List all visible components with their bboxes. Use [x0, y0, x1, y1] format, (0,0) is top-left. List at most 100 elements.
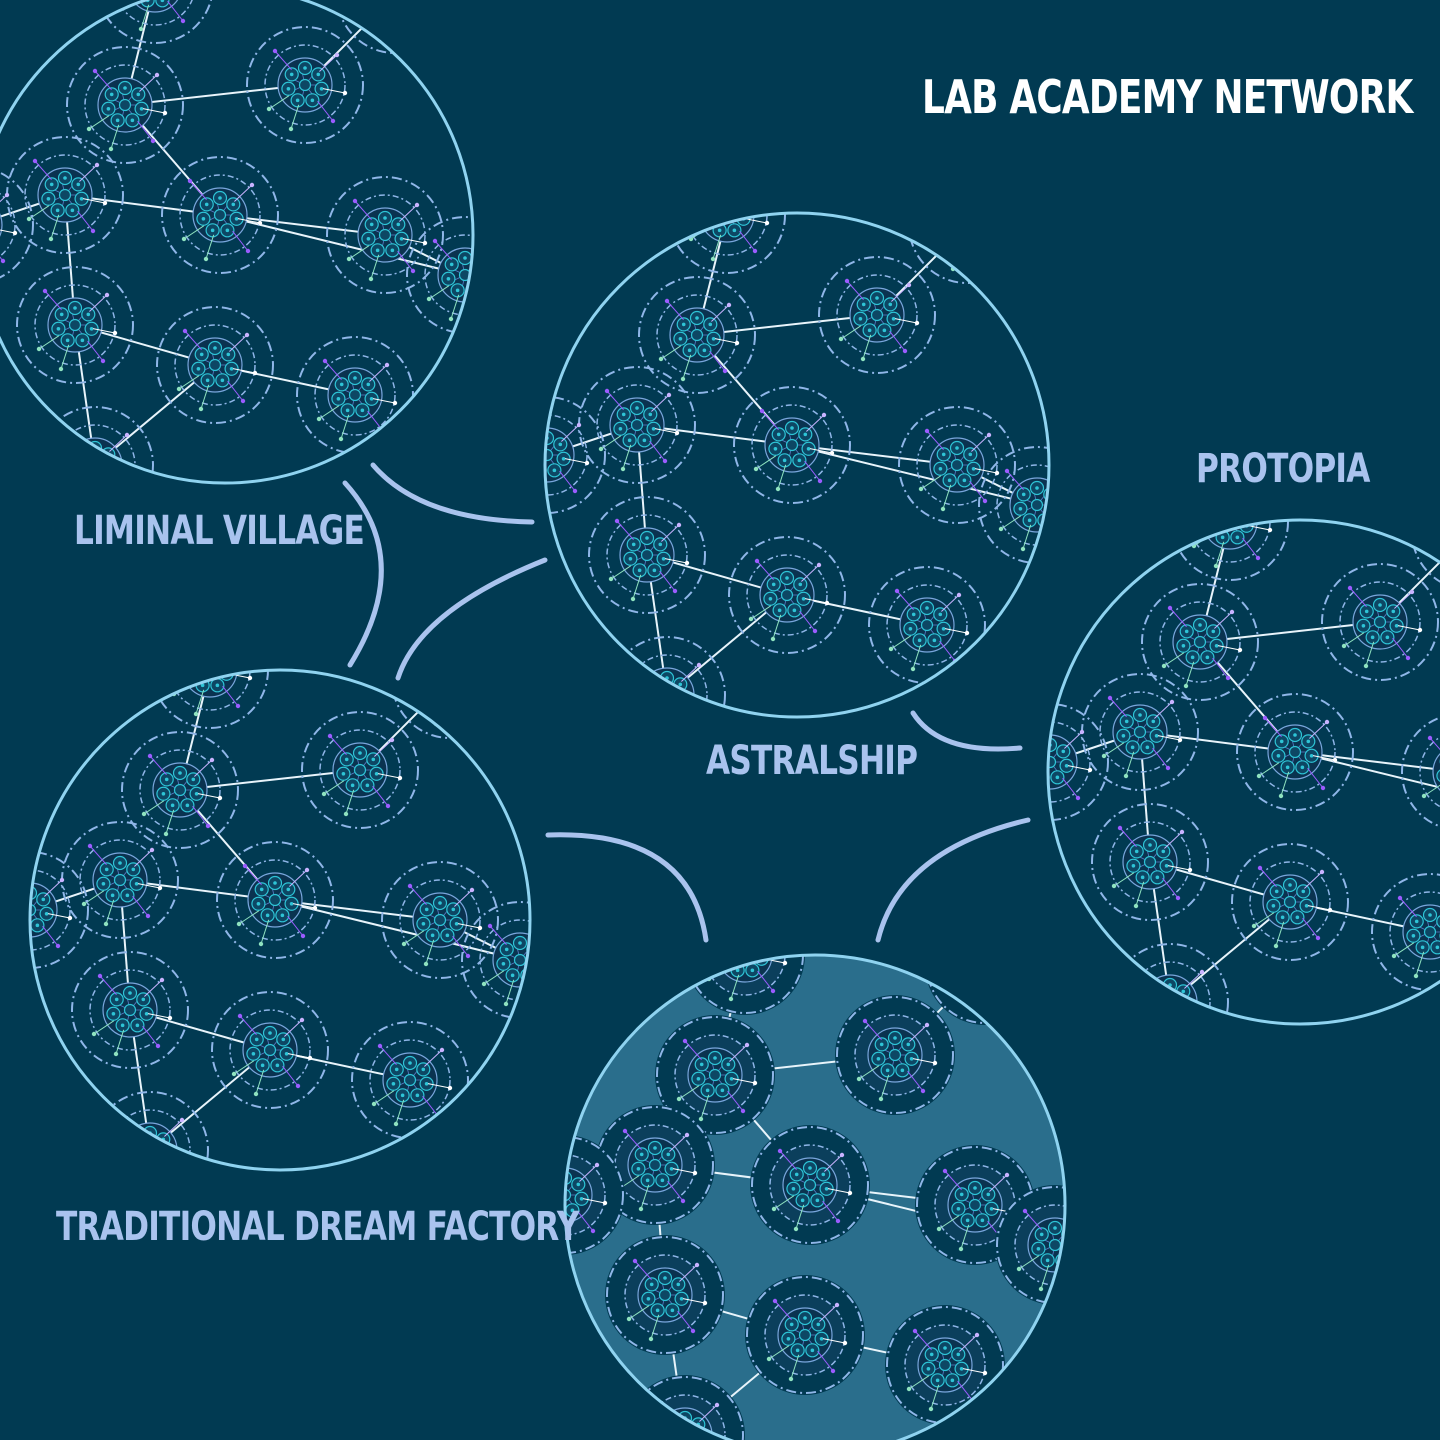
- node-spark-dot: [187, 178, 193, 184]
- node-spark-dot: [630, 596, 636, 602]
- node-center-cell: [660, 688, 674, 702]
- node-spoke: [651, 694, 668, 703]
- node-spark-dot: [397, 775, 403, 781]
- node-spark-line: [224, 640, 242, 657]
- network-node: [156, 306, 274, 424]
- node-cell: [959, 213, 975, 216]
- node-cell-dot: [89, 326, 94, 331]
- node-cell: [10, 893, 23, 906]
- node-spark-line: [684, 1040, 702, 1061]
- node-spoke: [729, 955, 746, 956]
- node-spark-dot: [162, 110, 168, 116]
- node-cell-dot: [1121, 733, 1126, 738]
- node-cell-dot: [1214, 643, 1219, 648]
- node-spark-dot: [662, 458, 668, 464]
- node-spark-line: [955, 931, 972, 950]
- node-spark-dot: [920, 1088, 926, 1094]
- node-spark-dot: [12, 230, 18, 236]
- node-spark-line: [1109, 697, 1127, 718]
- node-cell-dot: [576, 1182, 581, 1187]
- node-spark-dot: [1015, 933, 1019, 937]
- node-spark-line: [654, 428, 678, 434]
- node-spark-dot: [1063, 539, 1067, 543]
- node-spark-dot: [42, 288, 48, 294]
- node-cell-dot: [1378, 603, 1382, 607]
- node-spark-line: [577, 1210, 594, 1232]
- node-spark-dot: [924, 428, 930, 434]
- node-cell-dot: [661, 556, 666, 561]
- node-cell-dot: [170, 803, 175, 808]
- node-spark-line: [407, 10, 424, 32]
- node-spark-dot: [734, 340, 740, 346]
- node-cell-dot: [666, 1152, 671, 1157]
- node-mid-ring: [751, 404, 833, 486]
- node-outer-ring: [326, 176, 444, 294]
- node-spark-dot: [622, 1128, 628, 1134]
- node-cell-dot: [104, 867, 109, 872]
- node-cell-dot: [164, 1151, 169, 1156]
- node-cell-dot: [653, 1146, 657, 1150]
- node-cell-dot: [510, 973, 515, 978]
- node-spark-dot: [86, 126, 92, 132]
- node-spark-dot: [714, 1402, 720, 1408]
- node-spark-line: [478, 291, 493, 311]
- node-cell: [1179, 998, 1194, 1013]
- node-cell-dot: [1161, 849, 1166, 854]
- node-link: [696, 314, 878, 336]
- node-cell-dot: [636, 1166, 641, 1171]
- node-spark-dot: [672, 588, 678, 594]
- node-spark-dot: [235, 703, 241, 709]
- node-mid-ring: [656, 294, 738, 376]
- node-cell-dot: [59, 312, 64, 317]
- node-mid-ring: [704, 955, 786, 996]
- node-spark-line: [142, 1025, 159, 1047]
- node-cell-dot: [286, 887, 291, 892]
- node-cell: [217, 653, 230, 666]
- node-spark-line: [47, 913, 71, 919]
- node-cell: [1237, 505, 1250, 518]
- node-spark-line: [942, 484, 952, 510]
- node-cell-dot: [518, 941, 522, 945]
- node-spark-dot: [249, 182, 255, 188]
- node-spark-dot: [1018, 726, 1022, 730]
- node-cell-dot: [773, 446, 778, 451]
- node-cell: [725, 938, 738, 951]
- node-spark-line: [1253, 912, 1275, 927]
- node-spoke: [565, 1187, 566, 1196]
- node-spark-line: [403, 930, 425, 945]
- node-cell-dot: [1288, 883, 1292, 887]
- node-spark-dot: [844, 278, 850, 284]
- node-spark-dot: [258, 941, 264, 947]
- node-spoke: [1229, 520, 1241, 523]
- node-outer-ring: [1236, 693, 1354, 811]
- node-cell-dot: [786, 1336, 791, 1341]
- node-spark-dot: [495, 243, 499, 247]
- node-cell-dot: [911, 612, 916, 617]
- node-spark-line: [380, 14, 390, 40]
- node-cell-dot: [768, 596, 773, 601]
- node-spoke: [969, 957, 986, 966]
- node-spark-line: [970, 984, 980, 1010]
- node-cell: [952, 233, 967, 248]
- node-cell-dot: [1420, 945, 1425, 950]
- node-outer-ring: [301, 711, 419, 829]
- node-center-cell: [353, 763, 367, 777]
- node-cell-dot: [669, 1422, 674, 1427]
- node-cell-dot: [973, 1186, 977, 1190]
- node-cell-dot: [929, 1352, 934, 1357]
- node-spark-line: [1020, 728, 1037, 747]
- node-center-cell: [403, 1073, 417, 1087]
- node-spark-dot: [651, 737, 655, 741]
- node-spark-dot: [55, 943, 61, 949]
- node-cell: [752, 938, 765, 951]
- node-cell-dot: [1032, 764, 1036, 768]
- network-node: [1401, 713, 1440, 831]
- node-outer-ring: [351, 1021, 469, 1139]
- node-spark-dot: [1081, 1279, 1085, 1283]
- node-spark-line: [372, 398, 396, 404]
- node-cell-dot: [446, 276, 451, 281]
- node-spark-line: [1050, 521, 1065, 541]
- node-cell-dot: [1035, 750, 1039, 754]
- node-core: [1432, 744, 1440, 800]
- node-cell-dot: [256, 901, 261, 906]
